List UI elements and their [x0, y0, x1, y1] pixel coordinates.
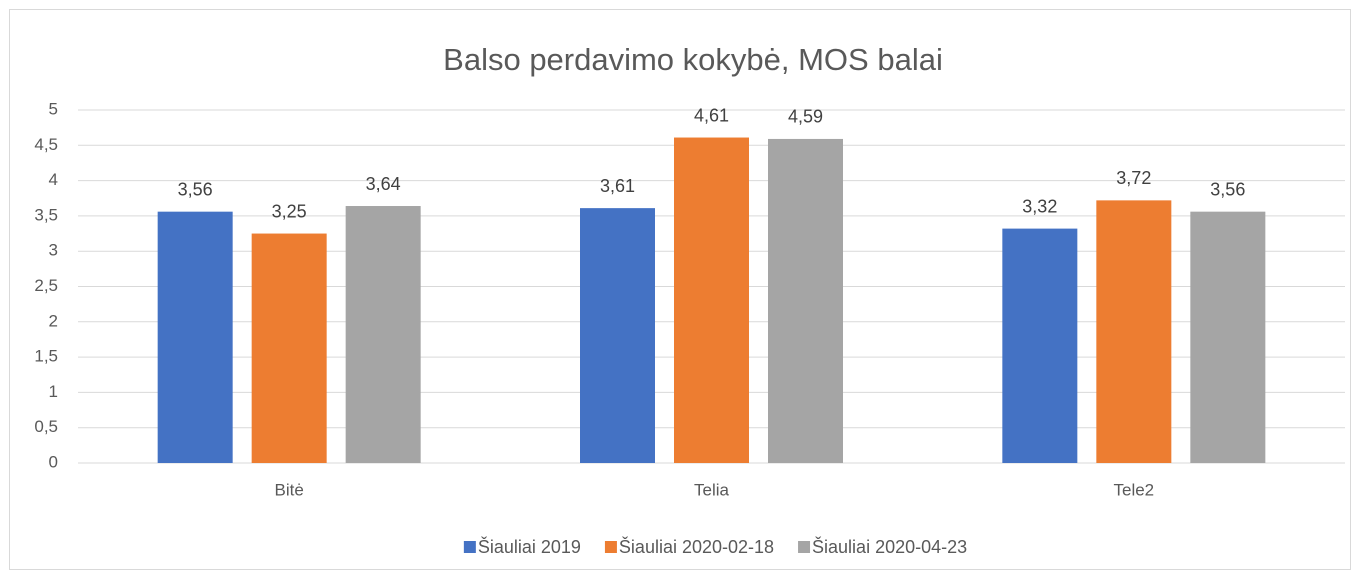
y-tick-label: 2,5 — [34, 276, 58, 295]
legend-label: Šiauliai 2020-02-18 — [619, 536, 774, 557]
y-tick-label: 2 — [49, 311, 58, 330]
bar — [580, 208, 655, 463]
bar — [674, 137, 749, 463]
value-label: 3,61 — [600, 176, 635, 196]
legend-label: Šiauliai 2019 — [478, 536, 581, 557]
y-tick-label: 4 — [49, 170, 58, 189]
y-tick-label: 1,5 — [34, 347, 58, 366]
y-tick-label: 5 — [49, 99, 58, 118]
y-tick-label: 3,5 — [34, 205, 58, 224]
bar — [1002, 228, 1078, 463]
y-tick-label: 0 — [49, 452, 58, 471]
value-label: 3,56 — [178, 179, 213, 199]
bar — [345, 206, 421, 464]
chart-title: Balso perdavimo kokybė, MOS balai — [443, 42, 943, 77]
value-label: 3,25 — [272, 201, 307, 221]
legend-swatch — [798, 541, 811, 553]
bar — [251, 233, 327, 463]
x-tick-label: Tele2 — [1114, 480, 1155, 499]
y-tick-label: 3 — [49, 241, 58, 260]
x-tick-label: Bitė — [275, 480, 304, 499]
value-label: 4,59 — [788, 107, 823, 127]
legend-label: Šiauliai 2020-04-23 — [812, 536, 967, 557]
y-tick-label: 0,5 — [34, 417, 58, 436]
value-label: 3,72 — [1116, 168, 1151, 188]
y-tick-label: 1 — [49, 382, 58, 401]
bar — [1190, 211, 1266, 463]
legend-swatch — [604, 541, 617, 553]
value-label: 3,56 — [1210, 179, 1245, 199]
bar — [768, 138, 843, 464]
value-label: 4,61 — [694, 105, 729, 125]
x-tick-label: Telia — [694, 480, 730, 499]
bar — [157, 211, 233, 463]
legend-swatch — [463, 541, 476, 553]
value-label: 3,32 — [1022, 196, 1057, 216]
y-tick-label: 4,5 — [34, 135, 58, 154]
value-label: 3,64 — [366, 174, 401, 194]
bar — [1096, 200, 1172, 464]
